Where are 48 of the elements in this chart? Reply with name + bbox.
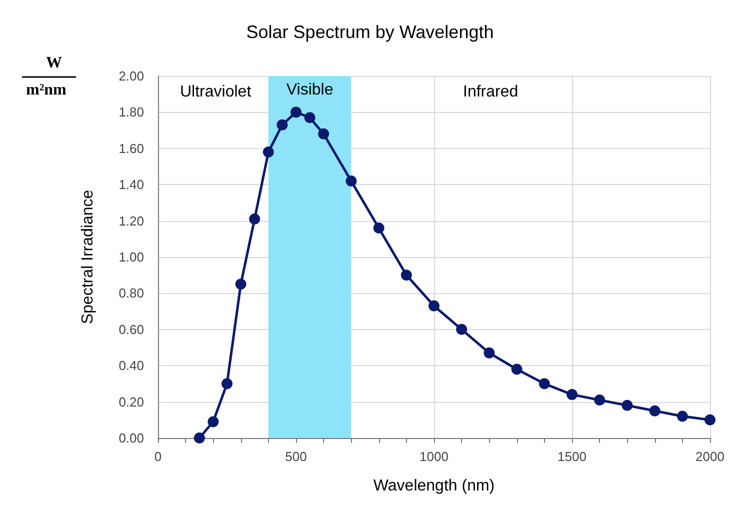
point bbox=[290, 106, 302, 118]
point bbox=[538, 378, 550, 390]
point bbox=[304, 112, 316, 124]
point bbox=[346, 175, 357, 186]
point bbox=[594, 394, 606, 406]
annotation: Infrared bbox=[463, 84, 518, 100]
y-tick-label: 1.40 bbox=[118, 177, 144, 192]
x-tick-label: 1500 bbox=[558, 449, 586, 464]
point bbox=[276, 119, 288, 130]
y-tick-label: 1.60 bbox=[118, 140, 144, 156]
x-tick-label: 500 bbox=[285, 449, 307, 464]
y-tick-label: 2.00 bbox=[118, 68, 144, 84]
point bbox=[649, 405, 660, 416]
x-axis-title: Wavelength (nm) bbox=[373, 478, 495, 494]
annotation: Ultraviolet bbox=[180, 84, 252, 100]
y-tick-label: 0.00 bbox=[118, 430, 144, 446]
point bbox=[222, 378, 232, 390]
y-tick-label: 0.40 bbox=[118, 358, 144, 374]
point bbox=[235, 278, 246, 290]
point bbox=[249, 213, 260, 224]
point bbox=[262, 146, 274, 158]
band-label: Visible bbox=[286, 82, 334, 98]
point bbox=[428, 300, 440, 312]
y-tick-label: 1.80 bbox=[118, 104, 144, 120]
y-tick-label: 0.60 bbox=[118, 322, 144, 337]
point bbox=[484, 347, 495, 358]
y-tick-label: 1.00 bbox=[118, 250, 144, 264]
text: m²nm bbox=[26, 82, 68, 98]
y-tick-label: 0.20 bbox=[118, 394, 144, 410]
x-tick-label: 2000 bbox=[696, 449, 724, 464]
y-tick-label: 0.80 bbox=[118, 286, 144, 301]
point bbox=[622, 400, 633, 411]
chart-title: Solar Spectrum by Wavelength bbox=[246, 22, 494, 42]
x-tick-label: 1000 bbox=[420, 449, 448, 464]
y-axis-title: Spectral Irradiance bbox=[80, 190, 96, 324]
x-tick-label: 0 bbox=[154, 449, 162, 464]
point bbox=[373, 222, 384, 234]
point bbox=[704, 414, 716, 426]
point bbox=[456, 324, 468, 335]
y-tick-label: 1.20 bbox=[118, 213, 144, 228]
point bbox=[676, 410, 688, 422]
point bbox=[208, 416, 219, 428]
point bbox=[400, 270, 412, 281]
text: W bbox=[46, 54, 62, 72]
point bbox=[566, 389, 578, 400]
point bbox=[511, 364, 522, 375]
point bbox=[318, 128, 330, 140]
point bbox=[194, 432, 205, 444]
